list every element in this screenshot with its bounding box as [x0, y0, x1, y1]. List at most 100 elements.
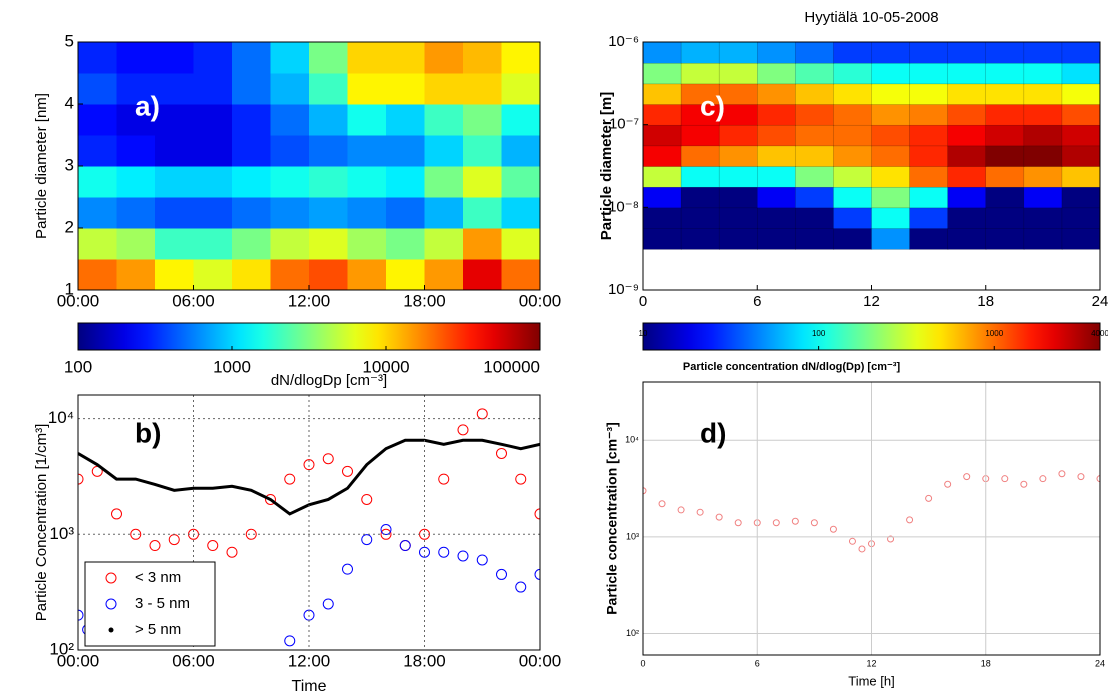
heatmap-cell [232, 104, 271, 136]
scatter-point [438, 473, 450, 485]
heatmap-cell [270, 197, 310, 229]
heatmap-cell [386, 197, 425, 229]
heatmap-cell [1061, 83, 1100, 105]
x-tick-label: 6 [753, 293, 761, 310]
x-tick-label: 18 [977, 293, 994, 310]
x-tick-label: 24 [1095, 658, 1105, 668]
legend-label: < 3 nm [135, 569, 181, 586]
x-tick-label: 12 [863, 293, 880, 310]
heatmap-cell [116, 42, 156, 74]
heatmap-cell [795, 83, 835, 105]
y-tick-label: 5 [65, 31, 74, 50]
scatter-point [399, 540, 411, 552]
colorbar-tick-label: 10000 [362, 357, 409, 376]
heatmap-cell [1061, 227, 1100, 250]
heatmap-cell [193, 73, 233, 105]
heatmap-cell [232, 42, 271, 74]
heatmap-cell [1061, 42, 1100, 64]
heatmap-cell [947, 103, 987, 126]
y-tick-label: 10² [49, 639, 74, 658]
heatmap-cell [463, 228, 502, 260]
heatmap-cell [985, 186, 1025, 209]
heatmap-cell [985, 42, 1025, 64]
heatmap-cell [78, 197, 117, 229]
heatmap-cell [871, 62, 911, 85]
heatmap-cell [757, 227, 797, 250]
heatmap-cell [833, 165, 873, 188]
heatmap-cell [985, 227, 1025, 250]
heatmap-cell [833, 207, 873, 229]
heatmap-cell [1023, 207, 1063, 229]
heatmap-cell [1023, 124, 1063, 147]
plot-area [643, 42, 1100, 250]
heatmap-cell [270, 104, 310, 136]
scatter-point [207, 540, 219, 552]
heatmap-cell [463, 135, 502, 167]
scatter-point [476, 554, 488, 566]
heatmap-cell [386, 259, 425, 290]
panel-label: d) [700, 417, 726, 448]
y-tick-label: 10³ [49, 524, 74, 543]
y-tick-label: 3 [65, 155, 74, 174]
scatter-point [658, 500, 666, 508]
heatmap-cell [78, 135, 117, 167]
heatmap-cell [78, 228, 117, 260]
scatter-point [226, 546, 238, 558]
scatter-point [342, 563, 353, 575]
heatmap-cell [193, 259, 233, 290]
plot-area [78, 42, 540, 290]
heatmap-cell [871, 42, 911, 64]
heatmap-cell [643, 124, 682, 147]
x-tick-label: 0 [640, 658, 645, 668]
heatmap-cell [309, 228, 348, 260]
heatmap-cell [718, 207, 759, 229]
heatmap-cell [871, 124, 911, 147]
panel-label: b) [135, 417, 161, 448]
heatmap-cell [424, 73, 464, 105]
heatmap-cell [680, 207, 720, 229]
colorbar-tick-label: 10 [639, 329, 648, 338]
heatmap-cell [1061, 186, 1100, 209]
heatmap-cell [232, 135, 271, 167]
heatmap-cell [795, 103, 835, 126]
scatter-point [322, 598, 334, 610]
heatmap-cell [643, 83, 682, 105]
heatmap-cell [309, 104, 348, 136]
heatmap-cell [795, 207, 835, 229]
x-tick-label: 0 [639, 293, 647, 310]
heatmap-cell [1023, 165, 1063, 188]
heatmap-cell [871, 145, 911, 167]
heatmap-cell [501, 42, 540, 74]
heatmap-cell [947, 207, 987, 229]
heatmap-cell [947, 62, 987, 85]
heatmap-cell [680, 165, 720, 188]
heatmap-cell [757, 103, 797, 126]
series-line [78, 438, 540, 516]
scatter-point [643, 487, 647, 495]
heatmap-cell [463, 73, 502, 105]
legend-marker [108, 627, 114, 633]
scatter-point [1039, 475, 1047, 483]
scatter-point [772, 519, 780, 527]
heatmap-cell [680, 145, 720, 167]
heatmap-cell [386, 42, 425, 74]
heatmap-cell [871, 186, 911, 209]
scatter-point [1020, 480, 1028, 488]
heatmap-cell [270, 166, 310, 198]
heatmap-cell [985, 103, 1025, 126]
scatter-point [380, 528, 392, 540]
x-tick-label: 06:00 [172, 291, 215, 310]
heatmap-cell [871, 83, 911, 105]
heatmap-cell [833, 62, 873, 85]
scatter-point [515, 581, 527, 593]
scatter-point [534, 508, 540, 520]
heatmap-cell [116, 197, 156, 229]
heatmap-cell [718, 186, 759, 209]
heatmap-cell [424, 104, 464, 136]
heatmap-cell [1023, 186, 1063, 209]
heatmap-cell [909, 62, 949, 85]
heatmap-cell [795, 165, 835, 188]
heatmap-cell [871, 165, 911, 188]
heatmap-cell [347, 42, 387, 74]
scatter-point [496, 568, 507, 580]
